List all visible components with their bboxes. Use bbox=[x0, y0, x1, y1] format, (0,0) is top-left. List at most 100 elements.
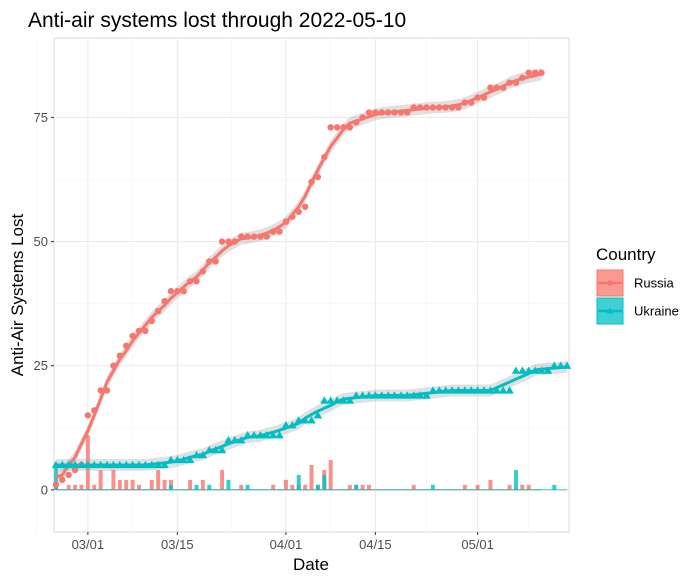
point-russia bbox=[410, 104, 417, 111]
panel-border bbox=[53, 37, 570, 533]
point-russia bbox=[154, 307, 162, 315]
daily-bar-ukraine bbox=[245, 484, 250, 490]
point-ukraine bbox=[396, 391, 406, 399]
point-ukraine bbox=[454, 386, 463, 394]
point-russia bbox=[212, 258, 219, 265]
point-russia bbox=[391, 109, 398, 116]
point-ukraine bbox=[281, 421, 291, 429]
daily-bar-ukraine bbox=[168, 484, 173, 490]
point-russia bbox=[378, 109, 385, 116]
point-russia bbox=[474, 94, 481, 101]
point-ukraine bbox=[288, 421, 297, 429]
point-ukraine bbox=[428, 386, 438, 394]
point-ukraine bbox=[166, 455, 176, 464]
daily-bar-ukraine bbox=[296, 474, 301, 490]
daily-bar-russia bbox=[117, 479, 122, 490]
point-ukraine bbox=[51, 460, 61, 469]
point-russia bbox=[180, 288, 187, 295]
daily-bar-russia bbox=[367, 484, 371, 490]
point-russia bbox=[282, 218, 290, 225]
point-ukraine bbox=[147, 460, 156, 469]
point-ukraine bbox=[345, 396, 355, 404]
point-ukraine bbox=[192, 450, 201, 459]
point-russia bbox=[103, 387, 111, 394]
point-ukraine bbox=[237, 435, 246, 444]
y-tick-label: 0 bbox=[41, 482, 48, 497]
point-ukraine bbox=[486, 386, 495, 394]
point-ukraine bbox=[358, 391, 367, 399]
daily-bar-russia bbox=[290, 484, 295, 490]
daily-bar-ukraine bbox=[315, 484, 320, 490]
point-ukraine bbox=[352, 391, 361, 399]
point-ukraine bbox=[173, 455, 182, 464]
daily-bar-russia bbox=[488, 479, 493, 490]
x-tick-label: 04/15 bbox=[359, 537, 392, 552]
point-russia bbox=[129, 332, 136, 340]
point-ukraine bbox=[243, 430, 252, 439]
trend-line-russia bbox=[55, 72, 542, 479]
x-tick-label: 03/01 bbox=[72, 537, 105, 552]
point-russia bbox=[84, 412, 92, 419]
point-ukraine bbox=[256, 430, 265, 439]
point-ukraine bbox=[530, 366, 540, 374]
daily-bar-russia bbox=[200, 479, 205, 490]
point-ukraine bbox=[128, 460, 137, 469]
point-ukraine bbox=[300, 416, 310, 424]
point-russia bbox=[199, 268, 207, 275]
point-russia bbox=[65, 471, 72, 479]
point-russia bbox=[404, 109, 411, 116]
point-ukraine bbox=[96, 460, 105, 469]
point-russia bbox=[340, 124, 347, 131]
point-russia bbox=[321, 153, 328, 161]
point-russia bbox=[71, 466, 79, 474]
point-russia bbox=[186, 278, 194, 285]
x-axis-title: Date bbox=[293, 555, 329, 574]
point-russia bbox=[148, 317, 155, 325]
point-russia bbox=[327, 124, 334, 131]
point-ukraine bbox=[141, 460, 150, 469]
point-russia bbox=[372, 109, 379, 116]
point-ukraine bbox=[441, 386, 450, 394]
daily-bar-russia bbox=[271, 484, 276, 490]
point-russia bbox=[499, 84, 507, 91]
daily-bar-russia bbox=[156, 469, 161, 490]
y-tick-label: 50 bbox=[34, 234, 48, 249]
chart-title: Anti-air systems lost through 2022-05-10 bbox=[28, 9, 406, 32]
point-russia bbox=[436, 104, 443, 111]
legend-items: Russia Ukraine bbox=[596, 269, 679, 325]
daily-bar-russia bbox=[507, 484, 512, 490]
point-ukraine bbox=[556, 361, 565, 369]
daily-bar-russia bbox=[462, 484, 467, 490]
point-russia bbox=[52, 481, 60, 489]
point-ukraine bbox=[230, 435, 240, 444]
point-ukraine bbox=[294, 416, 303, 424]
point-ukraine bbox=[332, 396, 342, 404]
point-russia bbox=[123, 342, 130, 350]
point-russia bbox=[442, 104, 449, 111]
point-ukraine bbox=[307, 416, 316, 424]
point-ukraine bbox=[64, 460, 73, 469]
x-tick-label: 05/01 bbox=[461, 537, 494, 552]
point-ukraine bbox=[460, 386, 470, 394]
y-axis-ticks: 0 25 50 75 bbox=[34, 110, 54, 497]
point-ukraine bbox=[109, 460, 118, 469]
daily-bar-russia bbox=[79, 484, 84, 490]
point-russia bbox=[59, 476, 66, 484]
x-tick-label: 04/01 bbox=[270, 537, 303, 552]
y-axis-title: Anti-Air Systems Lost bbox=[8, 213, 27, 376]
point-russia bbox=[231, 238, 239, 245]
point-ukraine bbox=[77, 460, 86, 469]
daily-bar-russia bbox=[188, 479, 193, 490]
point-ukraine bbox=[249, 430, 259, 439]
daily-bar-ukraine bbox=[513, 469, 518, 490]
x-tick-label: 03/15 bbox=[161, 537, 194, 552]
point-russia bbox=[423, 104, 430, 111]
point-russia bbox=[468, 99, 475, 106]
point-ukraine bbox=[339, 396, 348, 404]
point-russia bbox=[167, 288, 175, 295]
point-ukraine bbox=[473, 386, 482, 394]
point-russia bbox=[512, 79, 520, 86]
daily-bar-russia bbox=[149, 479, 154, 490]
point-russia bbox=[135, 327, 143, 335]
daily-bar-russia bbox=[328, 460, 333, 490]
